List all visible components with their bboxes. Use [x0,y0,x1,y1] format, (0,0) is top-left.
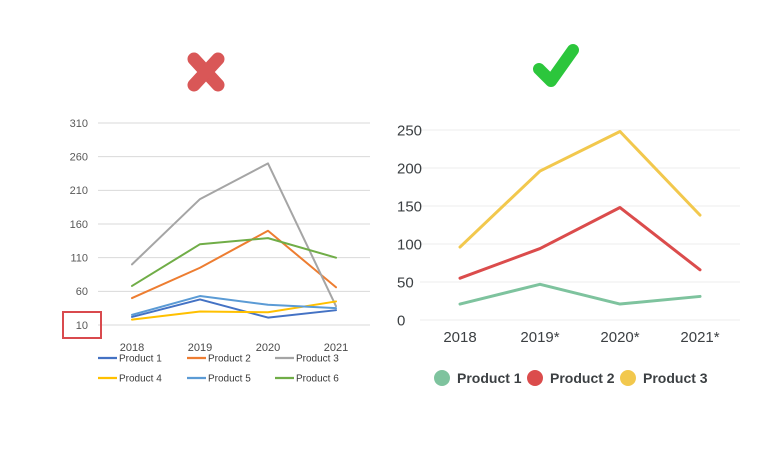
series-line-product-2 [131,229,337,300]
legend-label: Product 3 [643,370,708,386]
cross-mark-icon [187,52,225,92]
x-axis-label: 2018 [120,342,144,354]
y-tick-label: 210 [70,185,88,197]
check-mark-icon [533,44,579,87]
y-tick-label: 250 [397,122,422,139]
legend-item-product-2: Product 2 [187,354,251,365]
x-axis-label: 2021 [324,342,348,354]
legend-label: Product 2 [208,354,251,365]
legend-item-product-3: Product 3 [275,354,339,365]
series-line-product-3 [131,162,337,308]
legend-label: Product 3 [296,354,339,365]
x-axis-label: 2021* [680,329,719,346]
legend-label: Product 2 [550,370,615,386]
x-axis-label: 2019* [520,329,559,346]
legend-dot-swatch [434,370,450,386]
legend-item-product-4: Product 4 [98,374,162,385]
y-tick-label: 0 [397,312,405,329]
baseline-highlight-box [62,311,102,339]
x-axis-label: 2018 [443,329,476,346]
x-axis-label: 2020 [256,342,280,354]
legend-item-product-5: Product 5 [187,374,251,385]
y-tick-label: 150 [397,198,422,215]
series-line-product-6 [131,237,337,287]
legend-item-product-1: Product 1 [434,370,522,386]
series-line-product-2 [458,206,702,280]
series-line-product-1 [131,298,337,319]
y-tick-label: 100 [397,236,422,253]
x-axis-label: 2020* [600,329,639,346]
legend-item-product-3: Product 3 [620,370,708,386]
bad-example-panel: 310 260 210 160 110 60 10 2018 2019 2020 2021 Produ… [62,52,370,385]
series-line-product-3 [458,130,702,249]
y-tick-label: 310 [70,118,88,130]
series-line-product-4 [131,300,337,321]
legend-label: Product 1 [119,354,162,365]
y-tick-label: 160 [70,219,88,231]
legend-item-product-2: Product 2 [527,370,615,386]
y-tick-label: 260 [70,152,88,164]
series-line-product-1 [458,282,702,306]
y-tick-label: 200 [397,160,422,177]
series-line-product-5 [131,295,337,316]
legend-dot-swatch [527,370,543,386]
legend-label: Product 6 [296,374,339,385]
legend-item-product-6: Product 6 [275,374,339,385]
legend-label: Product 5 [208,374,251,385]
y-tick-label: 110 [70,253,88,265]
y-tick-label: 60 [76,286,88,298]
y-tick-label: 10 [76,320,88,332]
good-example-panel: 250 200 150 100 50 0 2018 2019* 2020* 2021* Produc… [384,0,768,465]
legend-label: Product 1 [457,370,522,386]
good-line-chart: 250 200 150 100 50 0 2018 2019* 2020* 2021* Produc… [397,122,740,386]
x-axis-label: 2019 [188,342,212,354]
y-tick-label: 50 [397,274,414,291]
legend-dot-swatch [620,370,636,386]
legend-item-product-1: Product 1 [98,354,162,365]
legend-label: Product 4 [119,374,162,385]
